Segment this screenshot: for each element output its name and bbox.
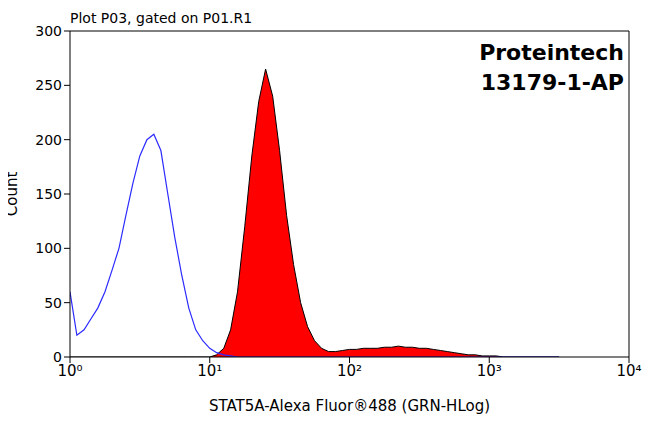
svg-text:50: 50 — [44, 295, 62, 311]
svg-text:Count: Count — [8, 172, 21, 217]
svg-text:10²: 10² — [337, 362, 362, 380]
svg-text:200: 200 — [35, 132, 62, 148]
svg-text:250: 250 — [35, 77, 62, 93]
svg-text:STAT5A-Alexa Fluor®488 (GRN-HL: STAT5A-Alexa Fluor®488 (GRN-HLog) — [209, 397, 490, 415]
svg-text:300: 300 — [35, 23, 62, 39]
svg-text:10¹: 10¹ — [197, 362, 222, 380]
html-text:Proteintech: Proteintech — [479, 40, 624, 65]
svg-text:100: 100 — [35, 240, 62, 256]
svg-text:0: 0 — [53, 349, 62, 365]
html-text:13179-1-AP: 13179-1-AP — [480, 70, 624, 95]
html-text:Plot P03, gated on P01.R1: Plot P03, gated on P01.R1 — [70, 10, 253, 26]
svg-text:10⁴: 10⁴ — [616, 362, 641, 380]
svg-text:10³: 10³ — [477, 362, 502, 380]
svg-text:150: 150 — [35, 186, 62, 202]
svg-text:10⁰: 10⁰ — [57, 361, 83, 380]
